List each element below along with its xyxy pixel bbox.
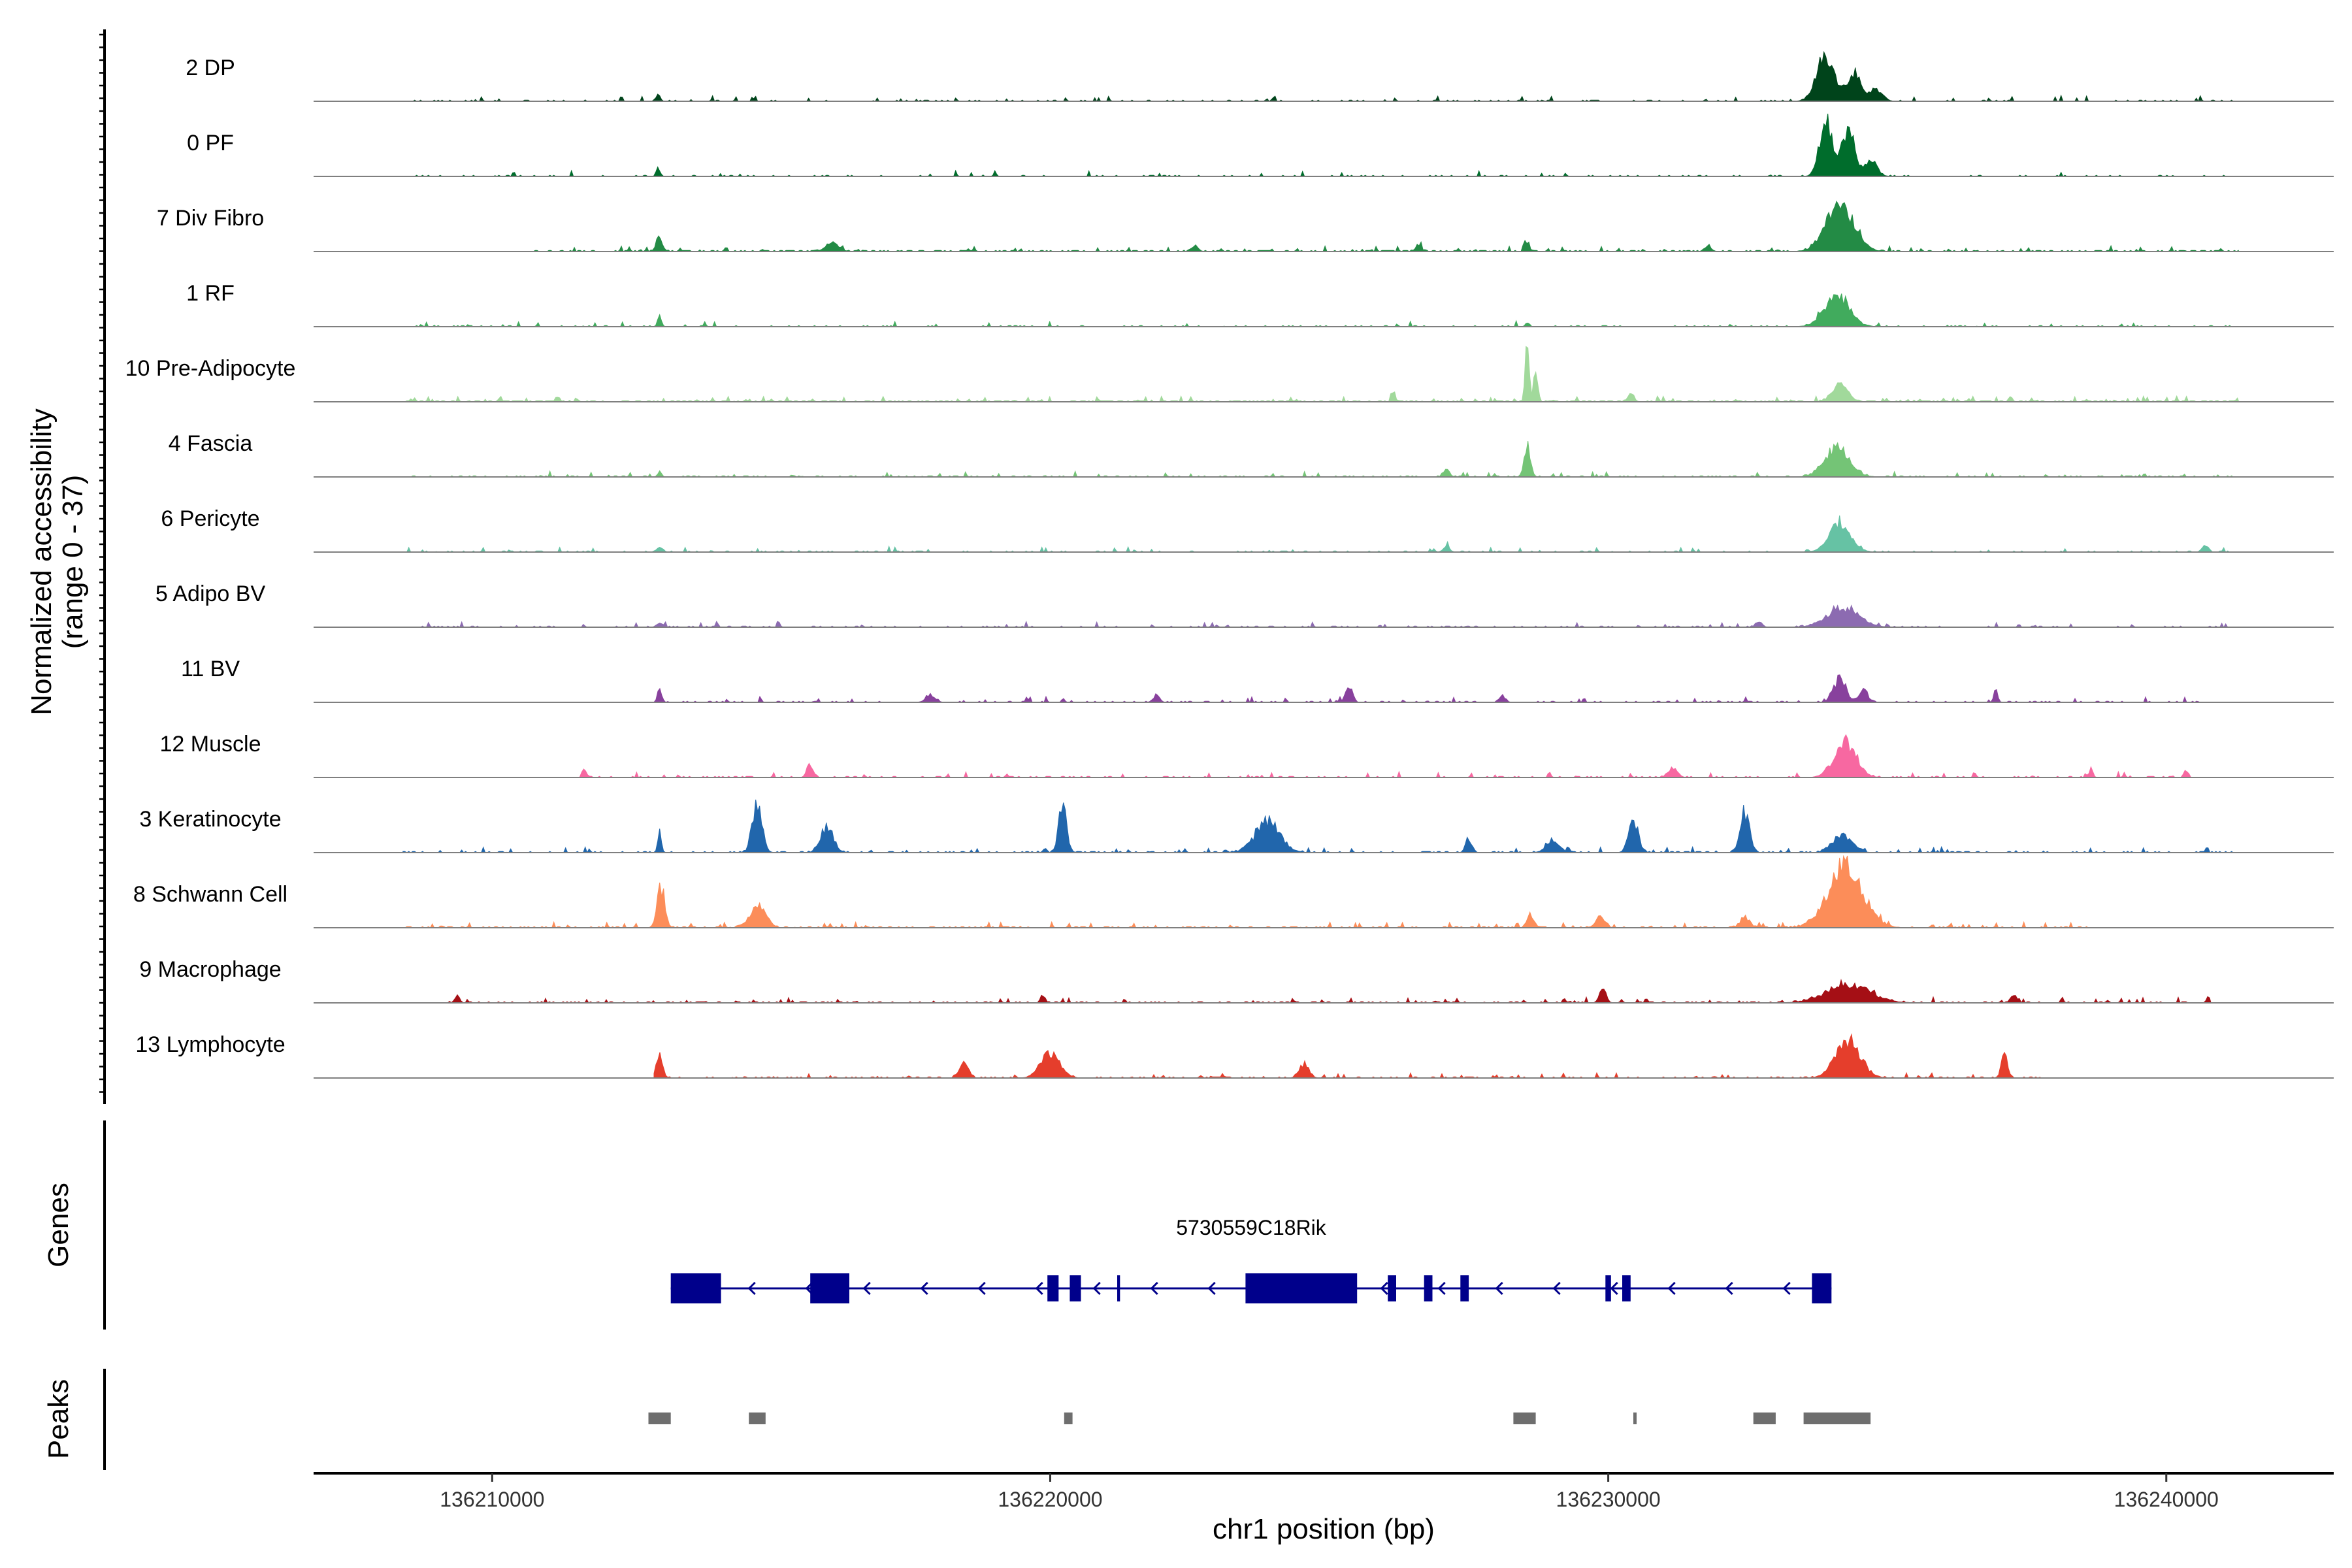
- peaks-panel: Peaks: [42, 1369, 1871, 1470]
- gene-label: 5730559C18Rik: [1176, 1216, 1327, 1239]
- peaks-title: Peaks: [42, 1379, 74, 1459]
- y-axis-title: Normalized accessibility (range 0 - 37): [25, 408, 89, 715]
- gene-exon: [1117, 1275, 1120, 1301]
- track-12-muscle: 12 Muscle: [160, 732, 2334, 778]
- track-label: 5 Adipo BV: [155, 581, 266, 606]
- gene-model: [670, 1273, 1832, 1303]
- strand-arrow: [1782, 1281, 1791, 1296]
- track-label: 1 RF: [186, 281, 235, 306]
- peak-region: [749, 1413, 766, 1424]
- coverage-tracks: 2 DP 0 PF 7 Div Fibro 1 RF 10 Pre-Adipocyte 4…: [125, 50, 2334, 1079]
- strand-arrow: [1380, 1281, 1388, 1296]
- coverage-area: [402, 855, 2089, 929]
- gene-exon: [810, 1273, 849, 1303]
- strand-arrow: [1667, 1281, 1676, 1296]
- gene-exon: [1245, 1273, 1358, 1303]
- gene-exon: [1812, 1273, 1832, 1303]
- track-8-schwann-cell: 8 Schwann Cell: [133, 855, 2334, 929]
- track-label: 12 Muscle: [160, 732, 261, 757]
- coverage-area: [402, 293, 2234, 327]
- track-label: 6 Pericyte: [161, 506, 259, 531]
- gene-exon: [1070, 1275, 1081, 1301]
- strand-arrow: [920, 1281, 928, 1296]
- track-11-bv: 11 BV: [181, 657, 2334, 704]
- genes-panel: Genes 5730559C18Rik: [42, 1120, 1832, 1330]
- strand-arrow: [1437, 1281, 1446, 1296]
- strand-arrow: [1150, 1281, 1158, 1296]
- track-7-div-fibro: 7 Div Fibro: [157, 201, 2334, 252]
- gene-exon: [1424, 1275, 1433, 1301]
- coverage-area: [653, 674, 2200, 704]
- gene-exon: [670, 1273, 721, 1303]
- strand-arrow: [1610, 1281, 1618, 1296]
- coverage-area: [402, 441, 2234, 478]
- track-label: 10 Pre-Adipocyte: [125, 356, 296, 381]
- track-label: 7 Div Fibro: [157, 206, 264, 231]
- track-label: 8 Schwann Cell: [133, 882, 287, 907]
- strand-arrow: [1035, 1281, 1043, 1296]
- coverage-area: [402, 604, 2234, 629]
- track-3-keratinocyte: 3 Keratinocyte: [139, 799, 2334, 854]
- strand-arrow: [747, 1281, 756, 1296]
- gene-exon: [1047, 1275, 1059, 1301]
- peak-region: [1064, 1413, 1073, 1424]
- track-label: 0 PF: [187, 131, 234, 155]
- coverage-area: [653, 1033, 2055, 1079]
- track-label: 3 Keratinocyte: [139, 807, 281, 832]
- x-axis-title: chr1 position (bp): [1213, 1513, 1435, 1545]
- track-0-pf: 0 PF: [187, 114, 2334, 177]
- coverage-area: [446, 979, 2212, 1004]
- gene-exon: [1460, 1275, 1469, 1301]
- track-label: 9 Macrophage: [139, 957, 281, 982]
- track-label: 4 Fascia: [169, 431, 253, 456]
- track-label: 11 BV: [181, 657, 240, 681]
- track-1-rf: 1 RF: [186, 281, 2334, 327]
- strand-arrow: [1552, 1281, 1561, 1296]
- y-axis-title-line1: Normalized accessibility: [25, 408, 57, 715]
- strand-arrow: [1495, 1281, 1503, 1296]
- x-tick-label: 136230000: [1556, 1488, 1661, 1511]
- track-6-pericyte: 6 Pericyte: [161, 506, 2334, 553]
- y-axis: [99, 29, 106, 1104]
- coverage-area: [576, 734, 2195, 778]
- track-label: 13 Lymphocyte: [135, 1032, 285, 1057]
- coverage-area: [402, 114, 2234, 177]
- x-tick-label: 136220000: [998, 1488, 1102, 1511]
- strand-arrow: [862, 1281, 871, 1296]
- peak-region: [648, 1413, 671, 1424]
- strand-arrow: [1207, 1281, 1216, 1296]
- gene-exon: [1605, 1275, 1611, 1301]
- coverage-area: [402, 50, 2234, 103]
- gene-exon: [1622, 1275, 1631, 1301]
- peak-region: [1753, 1413, 1776, 1424]
- peak-region: [1803, 1413, 1871, 1424]
- strand-arrow: [977, 1281, 986, 1296]
- peak-regions: [648, 1413, 1871, 1424]
- coverage-area: [402, 799, 2234, 854]
- genes-title: Genes: [42, 1183, 74, 1267]
- coverage-area: [402, 515, 2234, 553]
- track-2-dp: 2 DP: [186, 50, 2334, 103]
- x-ticks: 136210000 136220000 136230000 136240000: [440, 1473, 2219, 1511]
- track-5-adipo-bv: 5 Adipo BV: [155, 581, 2334, 629]
- gene-exon: [1388, 1275, 1396, 1301]
- x-axis: 136210000 136220000 136230000 136240000 chr…: [314, 1472, 2334, 1545]
- x-tick-label: 136240000: [2114, 1488, 2219, 1511]
- x-tick-label: 136210000: [440, 1488, 544, 1511]
- coverage-area: [531, 201, 2240, 252]
- peak-region: [1513, 1413, 1536, 1424]
- strand-arrow: [1092, 1281, 1101, 1296]
- track-13-lymphocyte: 13 Lymphocyte: [135, 1032, 2334, 1079]
- track-10-pre-adipocyte: 10 Pre-Adipocyte: [125, 346, 2334, 403]
- strand-arrow: [1725, 1281, 1733, 1296]
- coverage-area: [402, 346, 2240, 403]
- track-9-macrophage: 9 Macrophage: [139, 957, 2334, 1004]
- y-axis-title-line2: (range 0 - 37): [57, 475, 89, 649]
- track-label: 2 DP: [186, 56, 235, 80]
- track-4-fascia: 4 Fascia: [169, 431, 2334, 478]
- peak-region: [1633, 1413, 1637, 1424]
